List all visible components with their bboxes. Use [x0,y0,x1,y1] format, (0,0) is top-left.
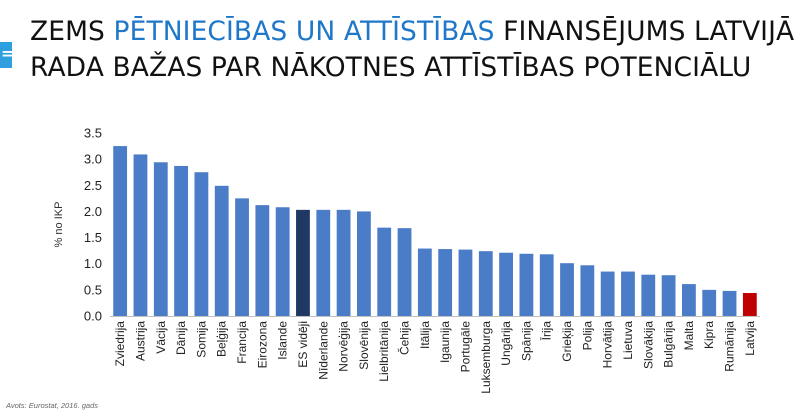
bar-16 [438,249,453,316]
accent-bar: = [0,42,15,68]
title-line-1: ZEMS PĒTNIECĪBAS UN ATTĪSTĪBAS FINANSĒJU… [30,14,794,50]
y-tick-label: 2.5 [84,178,102,193]
bar-2 [153,162,168,316]
bar-28 [682,284,696,316]
title-highlight: PĒTNIECĪBAS UN ATTĪSTĪBAS [113,16,495,47]
y-tick-label: 3.5 [84,126,102,141]
bar-3 [174,165,188,316]
bar-11 [336,209,351,316]
x-tick-label: Slovēnija [357,321,371,370]
bar-17 [458,249,473,316]
bar-14 [397,228,412,316]
bar-20 [519,253,534,316]
x-tick-label: Lietuva [621,321,635,360]
bar-12 [357,211,371,316]
x-tick-label: Islande [276,321,290,360]
y-axis-label: % no IKP [53,202,65,248]
x-tick-label: Igaunija [438,321,452,363]
bar-22 [560,263,574,316]
bar-15 [417,248,432,316]
x-tick-label: Somija [194,321,208,358]
bar-27 [661,275,676,316]
title-line-1-end: FINANSĒJUMS LATVIJĀ [494,16,795,47]
x-tick-label: Austrija [133,321,147,361]
x-tick-label: Eirozona [255,321,269,369]
bar-21 [539,254,554,316]
bar-6 [235,198,249,316]
x-tick-label: Dānija [174,321,188,355]
x-tick-label: Polija [580,321,594,351]
x-tick-label: Vācija [154,321,168,354]
y-tick-label: 2.0 [84,204,102,219]
title-line-2: RADA BAŽAS PAR NĀKOTNES ATTĪSTĪBAS POTEN… [30,52,752,83]
x-tick-label: Īrija [540,321,554,341]
x-tick-label: Horvātija [601,321,615,369]
bar-31 [742,292,757,316]
x-tick-label: Malta [682,321,696,351]
x-tick-label: Lielbritānija [377,321,391,382]
y-tick-label: 1.5 [84,230,102,245]
x-tick-label: Bulgārija [662,321,676,368]
slide-title: ZEMS PĒTNIECĪBAS UN ATTĪSTĪBAS FINANSĒJU… [30,14,794,86]
x-tick-label: Nīderlande [316,321,330,380]
bar-29 [702,289,717,316]
bar-26 [641,274,656,316]
bar-19 [499,252,513,316]
title-line-1-start: ZEMS [30,16,114,47]
bar-13 [377,227,392,316]
x-tick-label: Slovākija [641,321,655,369]
x-tick-label: Portugāle [458,321,472,373]
x-tick-label: Luksemburga [479,321,493,394]
x-tick-label: Beļģija [215,321,229,357]
y-tick-label: 0.0 [84,309,102,324]
bar-1 [133,154,148,316]
bar-30 [722,290,737,316]
x-tick-label: Kipra [702,321,716,349]
source-note: Avots: Eurostat, 2016. gads [6,401,99,410]
x-tick-label: Rumānija [723,321,737,372]
x-tick-label: Spānija [519,321,533,361]
bar-0 [113,146,128,316]
bar-24 [600,271,615,316]
x-tick-label: Francija [235,321,249,364]
bar-4 [194,172,209,316]
bar-7 [255,205,270,316]
x-tick-label: Itālija [418,321,432,349]
menu-lines-icon: = [1,44,15,63]
x-tick-label: Čehija [397,321,412,355]
bar-25 [621,271,635,316]
x-tick-label: Zviedrija [113,321,127,367]
y-tick-label: 0.5 [84,282,102,297]
bar-8 [275,207,290,316]
x-tick-label: Grieķija [560,321,574,362]
bar-9 [296,209,310,316]
bar-18 [478,251,493,316]
y-tick-label: 3.0 [84,152,102,167]
x-tick-label: Latvija [743,321,757,356]
bar-10 [316,209,331,316]
y-tick-label: 1.0 [84,256,102,271]
x-tick-label: ES vidēji [296,321,310,368]
bar-5 [214,185,229,316]
x-tick-label: Ungārija [499,321,513,366]
x-tick-label: Norvēģija [337,321,351,372]
bar-23 [580,265,595,316]
